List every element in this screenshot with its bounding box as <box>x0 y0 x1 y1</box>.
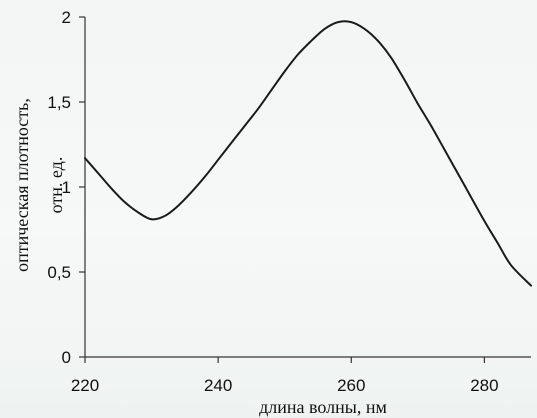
axes <box>84 17 531 358</box>
x-ticks: 220 240 260 280 <box>71 357 499 395</box>
x-tick-label: 260 <box>337 376 365 395</box>
y-tick-label: 0 <box>62 348 71 367</box>
y-tick-label: 2 <box>62 8 71 27</box>
y-axis-title-line2: отн. ед. <box>46 157 66 214</box>
x-tick-label: 280 <box>470 376 498 395</box>
x-tick-label: 220 <box>71 376 99 395</box>
y-tick-label: 1,5 <box>47 93 71 112</box>
y-tick-label: 0,5 <box>47 263 71 282</box>
y-axis-title-line1: оптическая плотность, <box>12 98 32 272</box>
y-ticks: 0 0,5 1 1,5 2 <box>47 8 85 367</box>
y-tick-label: 1 <box>62 178 71 197</box>
absorbance-curve <box>84 20 532 287</box>
x-axis-title: длина волны, нм <box>259 397 387 417</box>
x-tick-label: 240 <box>204 376 232 395</box>
